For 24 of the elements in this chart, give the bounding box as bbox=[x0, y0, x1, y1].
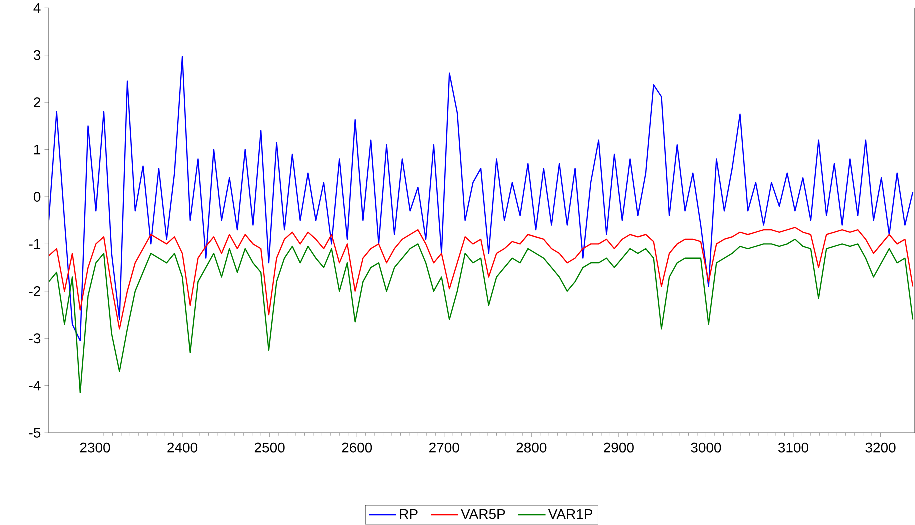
y-tick-label: -1 bbox=[29, 239, 41, 250]
legend-label: VAR1P bbox=[548, 510, 593, 520]
y-tick-label: -2 bbox=[29, 286, 41, 296]
legend-label: RP bbox=[400, 510, 418, 520]
y-tick-label: 1 bbox=[34, 145, 41, 155]
x-tick-label: 3100 bbox=[778, 442, 809, 453]
x-tick-label: 2500 bbox=[254, 442, 285, 453]
x-tick-label: 2800 bbox=[516, 442, 547, 453]
x-tick-label: 3000 bbox=[691, 442, 722, 453]
y-tick-label: 0 bbox=[34, 192, 41, 202]
line-series bbox=[48, 56, 914, 342]
y-tick-label: 4 bbox=[34, 3, 41, 14]
y-tick-label: 2 bbox=[34, 98, 40, 108]
x-tick-label: 3200 bbox=[866, 442, 896, 453]
legend-label: VAR5P bbox=[461, 510, 506, 520]
y-tick-label: -3 bbox=[29, 334, 41, 344]
y-tick-label: -4 bbox=[29, 381, 41, 391]
y-tick-label: -5 bbox=[29, 428, 41, 438]
x-tick-label: 2600 bbox=[342, 442, 372, 453]
x-tick-label: 2300 bbox=[80, 442, 110, 453]
x-tick-label: 2900 bbox=[604, 442, 634, 453]
y-tick-label: 3 bbox=[34, 50, 41, 60]
x-tick-label: 2400 bbox=[168, 442, 198, 453]
x-tick-label: 2700 bbox=[430, 442, 460, 453]
